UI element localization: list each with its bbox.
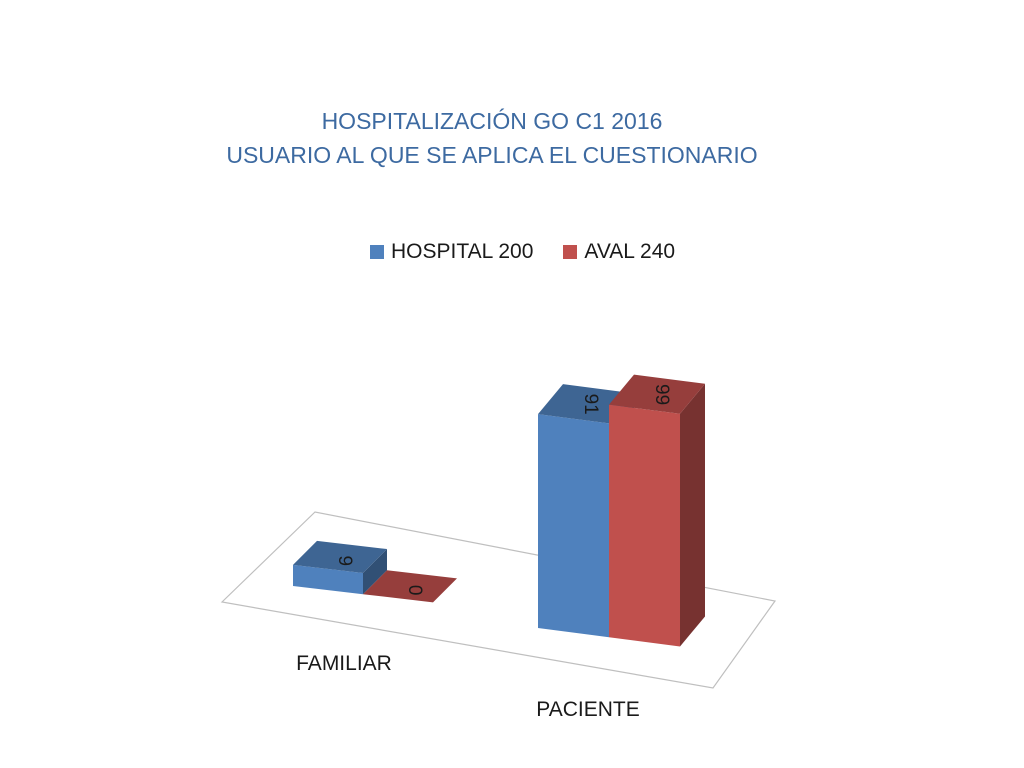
bar-familiar-hospital-200-front xyxy=(293,564,363,595)
data-label-familiar-hospital-200: 9 xyxy=(334,556,355,567)
bar-familiar-hospital-200-top xyxy=(293,540,387,574)
category-label-familiar: FAMILIAR xyxy=(296,652,392,675)
bar-familiar-hospital-200-side xyxy=(363,549,387,595)
legend-item-hospital-200: HOSPITAL 200 xyxy=(370,240,533,264)
chart-legend: HOSPITAL 200 AVAL 240 xyxy=(370,238,705,266)
chart-title-line-1: HOSPITALIZACIÓN GO C1 2016 xyxy=(321,108,663,134)
bar-paciente-aval-240-top xyxy=(609,374,705,414)
data-label-paciente-aval-240: 99 xyxy=(651,384,672,405)
bar-paciente-aval-240-side xyxy=(680,383,705,647)
chart-title: HOSPITALIZACIÓN GO C1 2016 USUARIO AL QU… xyxy=(0,104,984,172)
legend-label-hospital-200: HOSPITAL 200 xyxy=(391,240,534,263)
bar-paciente-hospital-200-front xyxy=(538,414,609,638)
legend-swatch-aval-240 xyxy=(563,245,578,259)
bar-familiar-aval-240-top xyxy=(363,570,457,603)
data-label-familiar-aval-240: 0 xyxy=(404,585,425,596)
chart-floor xyxy=(220,511,777,689)
legend-swatch-hospital-200 xyxy=(370,245,384,259)
category-label-paciente: PACIENTE xyxy=(536,698,639,721)
legend-label-aval-240: AVAL 240 xyxy=(584,240,676,263)
bar-paciente-aval-240-front xyxy=(609,404,680,647)
data-label-paciente-hospital-200: 91 xyxy=(580,394,601,415)
chart-title-line-2: USUARIO AL QUE SE APLICA EL CUESTIONARIO xyxy=(226,142,758,168)
legend-item-aval-240: AVAL 240 xyxy=(563,240,675,264)
